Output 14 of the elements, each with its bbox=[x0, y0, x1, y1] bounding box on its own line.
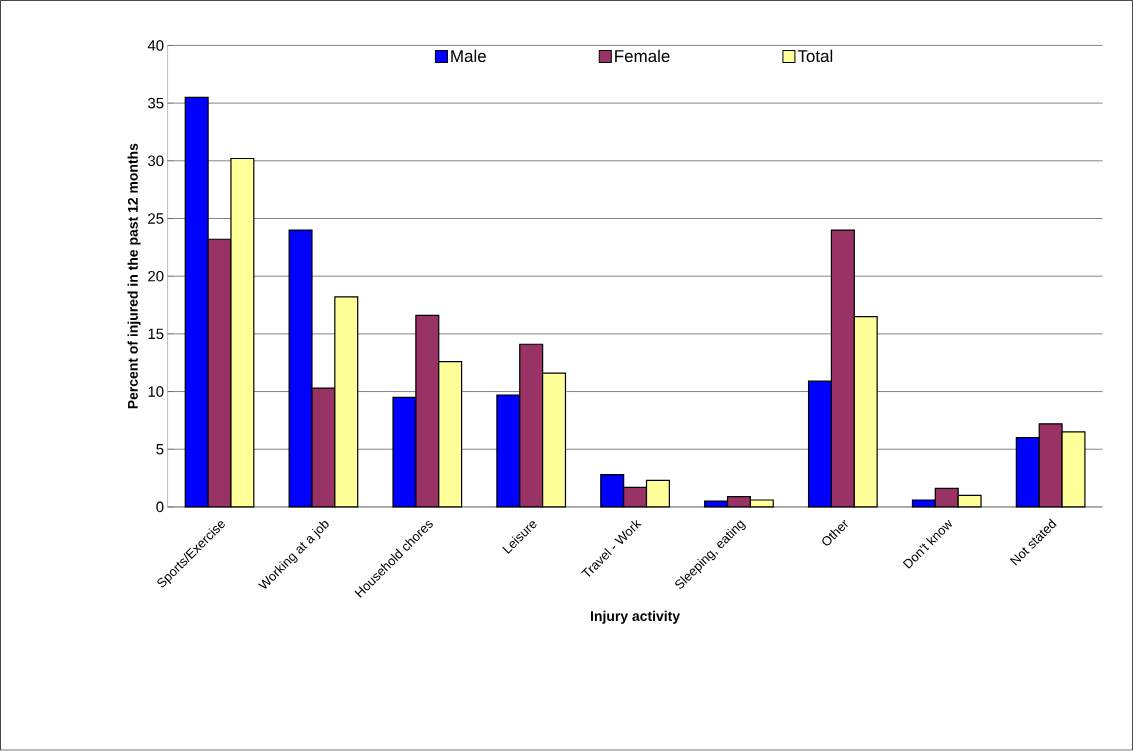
y-tick-label: 15 bbox=[148, 328, 164, 340]
legend-label: Female bbox=[615, 49, 670, 63]
y-tick-label: 20 bbox=[148, 271, 164, 282]
y-tick-label: 5 bbox=[156, 444, 164, 455]
legend-label: Total bbox=[797, 49, 833, 63]
x-axis-title: Injury activity bbox=[591, 610, 681, 624]
y-tick-label: 40 bbox=[147, 40, 164, 51]
y-tick-label: 25 bbox=[148, 213, 164, 224]
y-tick-label: 35 bbox=[147, 98, 164, 109]
y-axis-title: Percent of injured in the past 12 months bbox=[127, 143, 141, 409]
y-tick-label: 30 bbox=[147, 155, 164, 167]
y-tick-label: 10 bbox=[148, 386, 164, 398]
legend-label: Male bbox=[451, 49, 486, 63]
y-tick-label: 0 bbox=[156, 501, 164, 513]
